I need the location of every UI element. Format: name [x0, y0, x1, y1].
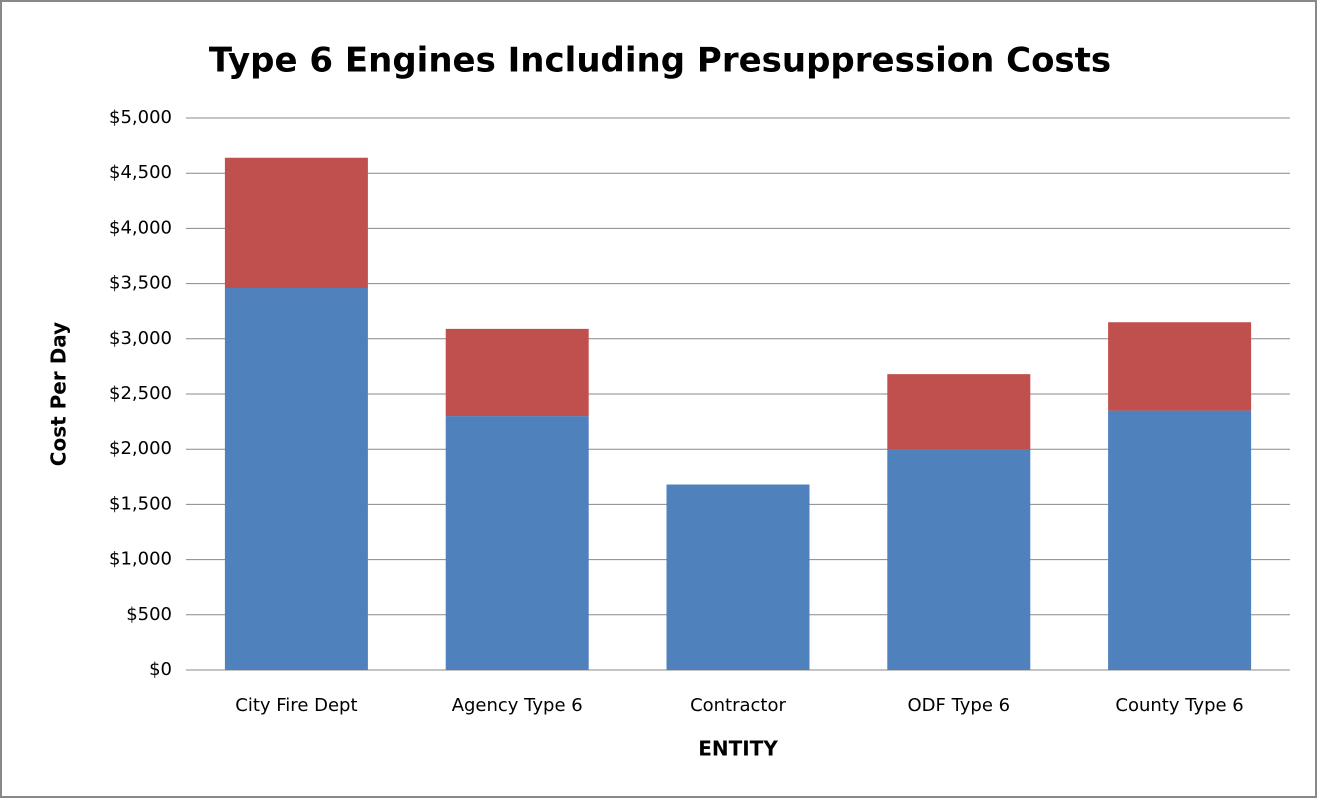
x-tick-label: Agency Type 6	[452, 695, 583, 716]
bar-segment	[445, 328, 589, 417]
y-tick-label: $500	[126, 604, 172, 625]
bar-segment	[1108, 410, 1252, 670]
x-tick-label: ODF Type 6	[907, 695, 1010, 716]
y-tick-label: $4,500	[109, 162, 172, 183]
y-axis-label: Cost Per Day	[47, 322, 71, 466]
bar-segment	[1108, 322, 1252, 411]
y-tick-label: $0	[149, 659, 172, 680]
y-tick-label: $3,500	[109, 273, 172, 294]
y-tick-label: $5,000	[109, 107, 172, 128]
bar-segment	[445, 416, 589, 670]
bar-segment	[224, 157, 368, 289]
x-axis-label: ENTITY	[698, 737, 778, 761]
x-tick-label: County Type 6	[1115, 695, 1243, 716]
x-tick-label: City Fire Dept	[235, 695, 357, 716]
y-tick-label: $3,000	[109, 328, 172, 349]
bar-segment	[887, 374, 1031, 450]
y-tick-label: $2,500	[109, 383, 172, 404]
bar-segment	[666, 484, 810, 670]
x-tick-label: Contractor	[690, 695, 786, 716]
chart-title: Type 6 Engines Including Presuppression …	[209, 41, 1111, 81]
bar-segment	[887, 449, 1031, 670]
y-tick-label: $4,000	[109, 217, 172, 238]
bar-segment	[224, 288, 368, 670]
y-tick-label: $2,000	[109, 438, 172, 459]
y-tick-label: $1,000	[109, 549, 172, 570]
y-tick-label: $1,500	[109, 493, 172, 514]
